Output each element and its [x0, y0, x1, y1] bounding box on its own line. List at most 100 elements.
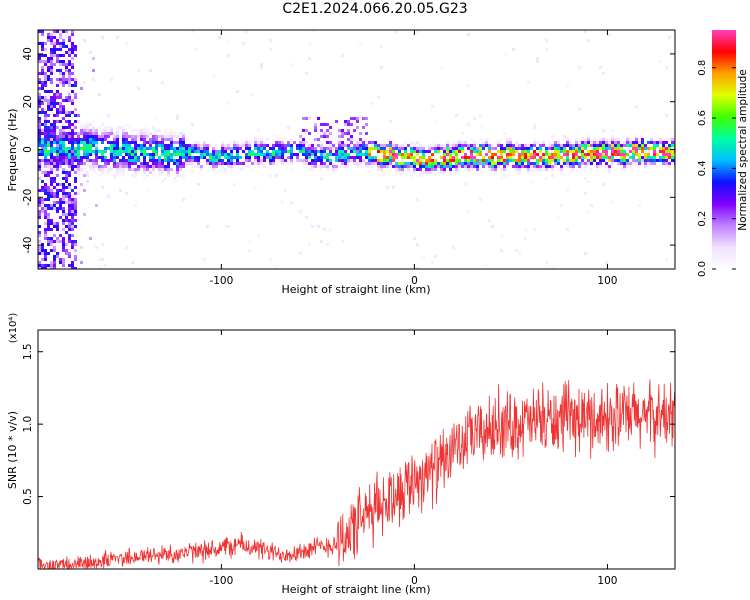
spectrogram-cell	[242, 150, 245, 153]
colorbar-tick-label: 0.6	[697, 110, 708, 126]
spectrogram-cell	[74, 192, 77, 195]
spectrogram-cell	[65, 147, 68, 150]
spectrogram-cell	[185, 150, 188, 153]
spectrogram-cell	[77, 153, 80, 156]
spectrogram-cell	[158, 144, 161, 147]
spectrogram-cell	[56, 168, 59, 171]
spectrogram-cell	[617, 138, 620, 141]
spectrogram-cell	[53, 96, 56, 99]
spectrogram-cell	[92, 171, 95, 174]
spectrogram-cell	[41, 159, 44, 162]
spectrogram-cell	[65, 114, 68, 117]
spectrogram-cell	[89, 138, 92, 141]
spectrogram-cell	[164, 168, 167, 171]
spectrogram-cell	[71, 207, 74, 210]
spectrogram-cell	[260, 63, 263, 66]
spectrogram-cell	[146, 132, 149, 135]
spectrogram-cell	[323, 147, 326, 150]
spectrogram-cell	[224, 162, 227, 165]
spectrogram-cell	[53, 246, 56, 249]
spectrogram-cell	[659, 159, 662, 162]
spectrogram-cell	[629, 162, 632, 165]
spectrogram-cell	[44, 186, 47, 189]
spectrogram-cell	[329, 132, 332, 135]
spectrogram-cell	[197, 141, 200, 144]
spectrogram-cell	[47, 129, 50, 132]
spectrogram-cell	[68, 186, 71, 189]
spectrogram-cell	[152, 165, 155, 168]
spectrogram-cell	[476, 141, 479, 144]
spectrogram-cell	[395, 156, 398, 159]
spectrogram-cell	[221, 165, 224, 168]
spectrogram-cell	[50, 207, 53, 210]
spectrogram-cell	[137, 135, 140, 138]
spectrogram-cell	[308, 162, 311, 165]
spectrogram-cell	[167, 171, 170, 174]
spectrogram-cell	[389, 120, 392, 123]
spectrogram-cell	[458, 141, 461, 144]
spectrogram-cell	[353, 159, 356, 162]
spectrogram-cell	[41, 96, 44, 99]
spectrogram-cell	[353, 156, 356, 159]
spectrogram-cell	[368, 150, 371, 153]
spectrogram-cell	[98, 150, 101, 153]
spectrogram-cell	[506, 153, 509, 156]
spectrogram-cell	[116, 138, 119, 141]
spectrogram-cell	[95, 171, 98, 174]
spectrogram-cell	[50, 150, 53, 153]
spectrogram-cell	[41, 84, 44, 87]
spectrogram-cell	[248, 165, 251, 168]
spectrogram-cell	[56, 171, 59, 174]
spectrogram-cell	[329, 153, 332, 156]
spectrogram-cell	[47, 171, 50, 174]
spectrogram-cell	[53, 30, 56, 33]
spectrogram-cell	[482, 156, 485, 159]
spectrogram-cell	[152, 150, 155, 153]
spectrogram-cell	[113, 150, 116, 153]
spectrogram-cell	[524, 156, 527, 159]
spectrogram-cell	[74, 168, 77, 171]
spectrogram-cell	[455, 147, 458, 150]
spectrogram-cell	[194, 159, 197, 162]
spectrogram-cell	[374, 144, 377, 147]
spectrogram-cell	[47, 141, 50, 144]
spectrogram-cell	[317, 165, 320, 168]
spectrogram-cell	[134, 174, 137, 177]
spectrogram-cell	[653, 159, 656, 162]
spectrogram-cell	[71, 234, 74, 237]
spectrogram-cell	[578, 165, 581, 168]
spectrogram-cell	[623, 141, 626, 144]
spectrogram-cell	[68, 84, 71, 87]
spectrogram-cell	[149, 153, 152, 156]
spectrogram-cell	[65, 63, 68, 66]
spectrogram-cell	[179, 144, 182, 147]
spectrogram-cell	[71, 84, 74, 87]
spectrogram-cell	[143, 144, 146, 147]
spectrogram-cell	[86, 180, 89, 183]
spectrogram-cell	[68, 225, 71, 228]
spectrogram-cell	[635, 150, 638, 153]
spectrogram-cell	[41, 87, 44, 90]
spectrogram-cell	[101, 156, 104, 159]
spectrogram-cell	[311, 141, 314, 144]
spectrogram-cell	[290, 162, 293, 165]
spectrogram-cell	[260, 138, 263, 141]
spectrogram-cell	[125, 153, 128, 156]
spectrogram-cell	[398, 147, 401, 150]
spectrogram-cell	[161, 135, 164, 138]
spectrogram-cell	[269, 174, 272, 177]
spectrogram-cell	[503, 174, 506, 177]
spectrogram-cell	[158, 129, 161, 132]
spectrogram-cell	[119, 171, 122, 174]
spectrogram-cell	[74, 171, 77, 174]
spectrogram-cell	[275, 153, 278, 156]
spectrogram-cell	[644, 162, 647, 165]
spectrogram-cell	[653, 156, 656, 159]
spectrogram-cell	[509, 153, 512, 156]
spectrogram-cell	[83, 141, 86, 144]
spectrogram-cell	[434, 159, 437, 162]
spectrogram-cell	[410, 162, 413, 165]
spectrogram-cell	[650, 156, 653, 159]
spectrogram-cell	[290, 147, 293, 150]
spectrogram-cell	[275, 135, 278, 138]
